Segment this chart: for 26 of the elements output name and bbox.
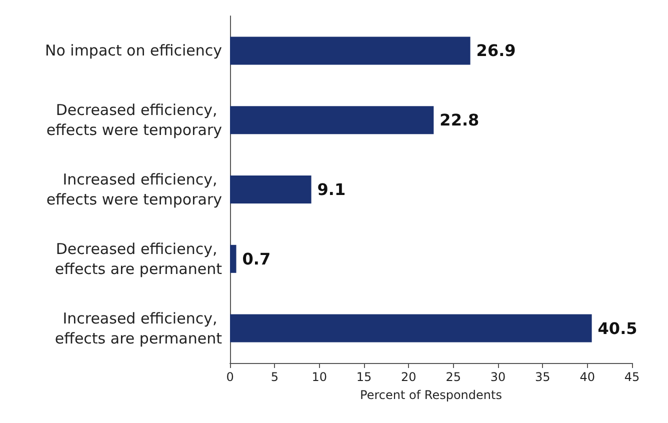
bar	[230, 106, 434, 134]
data-label: 9.1	[317, 180, 346, 199]
x-tick-label: 10	[312, 370, 327, 384]
x-tick-label: 20	[401, 370, 416, 384]
bar	[230, 176, 312, 204]
x-tick-label: 35	[535, 370, 550, 384]
x-tick-label: 15	[356, 370, 372, 384]
bar	[230, 314, 592, 342]
x-axis-title: Percent of Respondents	[360, 388, 502, 402]
y-tick-label: No impact on efficiency	[44, 42, 222, 60]
x-tick-label: 25	[446, 370, 461, 384]
y-tick-label: Increased efficiency, effects were temporary	[46, 170, 222, 208]
x-tick-label: 5	[270, 370, 278, 384]
data-label: 22.8	[440, 110, 480, 130]
bar	[230, 36, 470, 65]
y-tick-label: Decreased efficiency, effects are permanent	[54, 240, 222, 278]
bar	[230, 244, 236, 273]
data-label: 26.9	[476, 41, 516, 60]
data-label: 0.7	[242, 249, 271, 268]
x-tick-label: 45	[624, 370, 640, 384]
data-label: 40.5	[598, 318, 638, 338]
x-tick-label: 40	[580, 370, 595, 384]
x-tick-label: 0	[226, 370, 234, 384]
x-tick-label: 30	[490, 370, 506, 384]
y-tick-label: Decreased efficiency, effects were temporary	[46, 101, 222, 140]
y-tick-label: Increased efficiency, effects are permanent	[54, 309, 222, 348]
